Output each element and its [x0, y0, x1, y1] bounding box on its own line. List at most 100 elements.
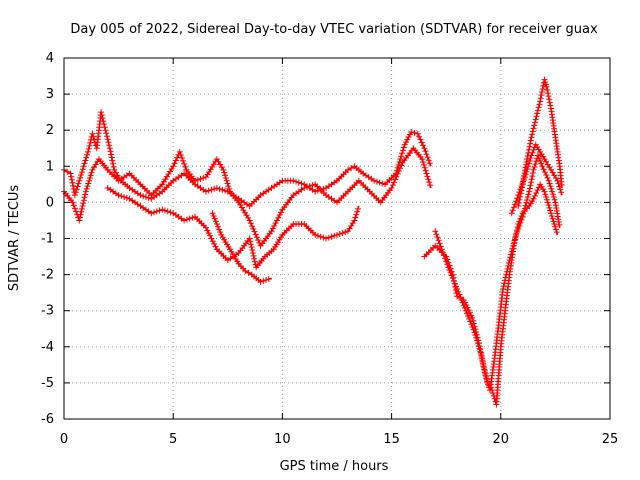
data-point	[537, 98, 544, 105]
data-point	[320, 234, 327, 241]
data-point	[181, 160, 188, 167]
data-point	[78, 205, 85, 212]
data-point	[225, 183, 232, 190]
data-point	[177, 151, 184, 158]
data-point	[213, 184, 220, 191]
data-point	[545, 202, 552, 209]
data-point	[533, 113, 540, 120]
data-point	[476, 345, 483, 352]
data-point	[474, 337, 481, 344]
data-point	[354, 208, 361, 215]
data-point	[106, 142, 113, 149]
data-point	[435, 237, 442, 244]
data-point	[527, 182, 534, 189]
data-point	[214, 223, 221, 230]
data-point	[162, 207, 169, 214]
data-point	[521, 208, 528, 215]
data-point	[197, 175, 204, 182]
data-point	[84, 183, 91, 190]
data-point	[451, 280, 458, 287]
data-point	[520, 177, 527, 184]
y-tick-label: 4	[46, 51, 54, 66]
data-point	[81, 160, 88, 167]
data-point	[84, 151, 91, 158]
data-point	[213, 221, 220, 228]
data-point	[424, 173, 431, 180]
series-5	[421, 181, 560, 408]
data-point	[118, 193, 125, 200]
data-point	[80, 197, 87, 204]
data-point	[86, 177, 93, 184]
data-point	[397, 156, 404, 163]
data-point	[506, 257, 513, 264]
data-point	[441, 252, 448, 259]
data-point	[531, 192, 538, 199]
data-point	[222, 175, 229, 182]
data-point	[442, 255, 449, 262]
data-point	[153, 208, 160, 215]
data-point	[421, 145, 428, 152]
data-point	[534, 107, 541, 114]
y-tick-label: -4	[41, 340, 54, 355]
data-point	[89, 130, 96, 137]
data-point	[515, 203, 522, 210]
data-point	[524, 166, 531, 173]
data-point	[480, 363, 487, 370]
data-point	[528, 134, 535, 141]
data-point	[164, 208, 171, 215]
y-tick-label: -5	[41, 376, 54, 391]
data-point	[522, 202, 529, 209]
data-point	[482, 372, 489, 379]
data-point	[408, 129, 415, 136]
data-point	[530, 147, 537, 154]
data-point	[85, 180, 92, 187]
data-point	[71, 192, 78, 199]
data-point	[209, 238, 216, 245]
data-point	[205, 187, 212, 194]
data-point	[189, 214, 196, 221]
data-point	[388, 184, 395, 191]
data-point	[529, 170, 536, 177]
data-point	[467, 318, 474, 325]
data-point	[102, 127, 109, 134]
data-point	[121, 193, 128, 200]
data-point	[249, 249, 256, 256]
data-point	[546, 180, 553, 187]
data-point	[418, 139, 425, 146]
data-point	[521, 174, 528, 181]
data-point	[298, 180, 305, 187]
data-point	[148, 210, 155, 217]
data-point	[469, 323, 476, 330]
data-point	[339, 230, 346, 237]
data-point	[540, 166, 547, 173]
y-tick-label: -1	[41, 232, 54, 247]
data-point	[167, 209, 174, 216]
x-tick-label: 25	[602, 432, 619, 447]
data-point	[510, 243, 517, 250]
data-point	[434, 234, 441, 241]
data-point	[391, 179, 398, 186]
data-point	[534, 187, 541, 194]
data-point	[109, 160, 116, 167]
data-point	[216, 185, 223, 192]
data-point	[465, 307, 472, 314]
data-point	[481, 366, 488, 373]
data-point	[530, 166, 537, 173]
data-point	[211, 215, 218, 222]
data-point	[253, 234, 260, 241]
data-point	[183, 216, 190, 223]
data-point	[82, 188, 89, 195]
data-point	[543, 83, 550, 90]
data-point	[325, 234, 332, 241]
data-point	[421, 164, 428, 171]
data-point	[69, 199, 76, 206]
data-point	[531, 122, 538, 129]
data-point	[217, 229, 224, 236]
data-point	[541, 169, 548, 176]
data-point	[417, 136, 424, 143]
data-point	[532, 161, 539, 168]
data-point	[556, 183, 563, 190]
data-point	[478, 354, 485, 361]
data-point	[500, 283, 507, 290]
data-point	[538, 89, 545, 96]
